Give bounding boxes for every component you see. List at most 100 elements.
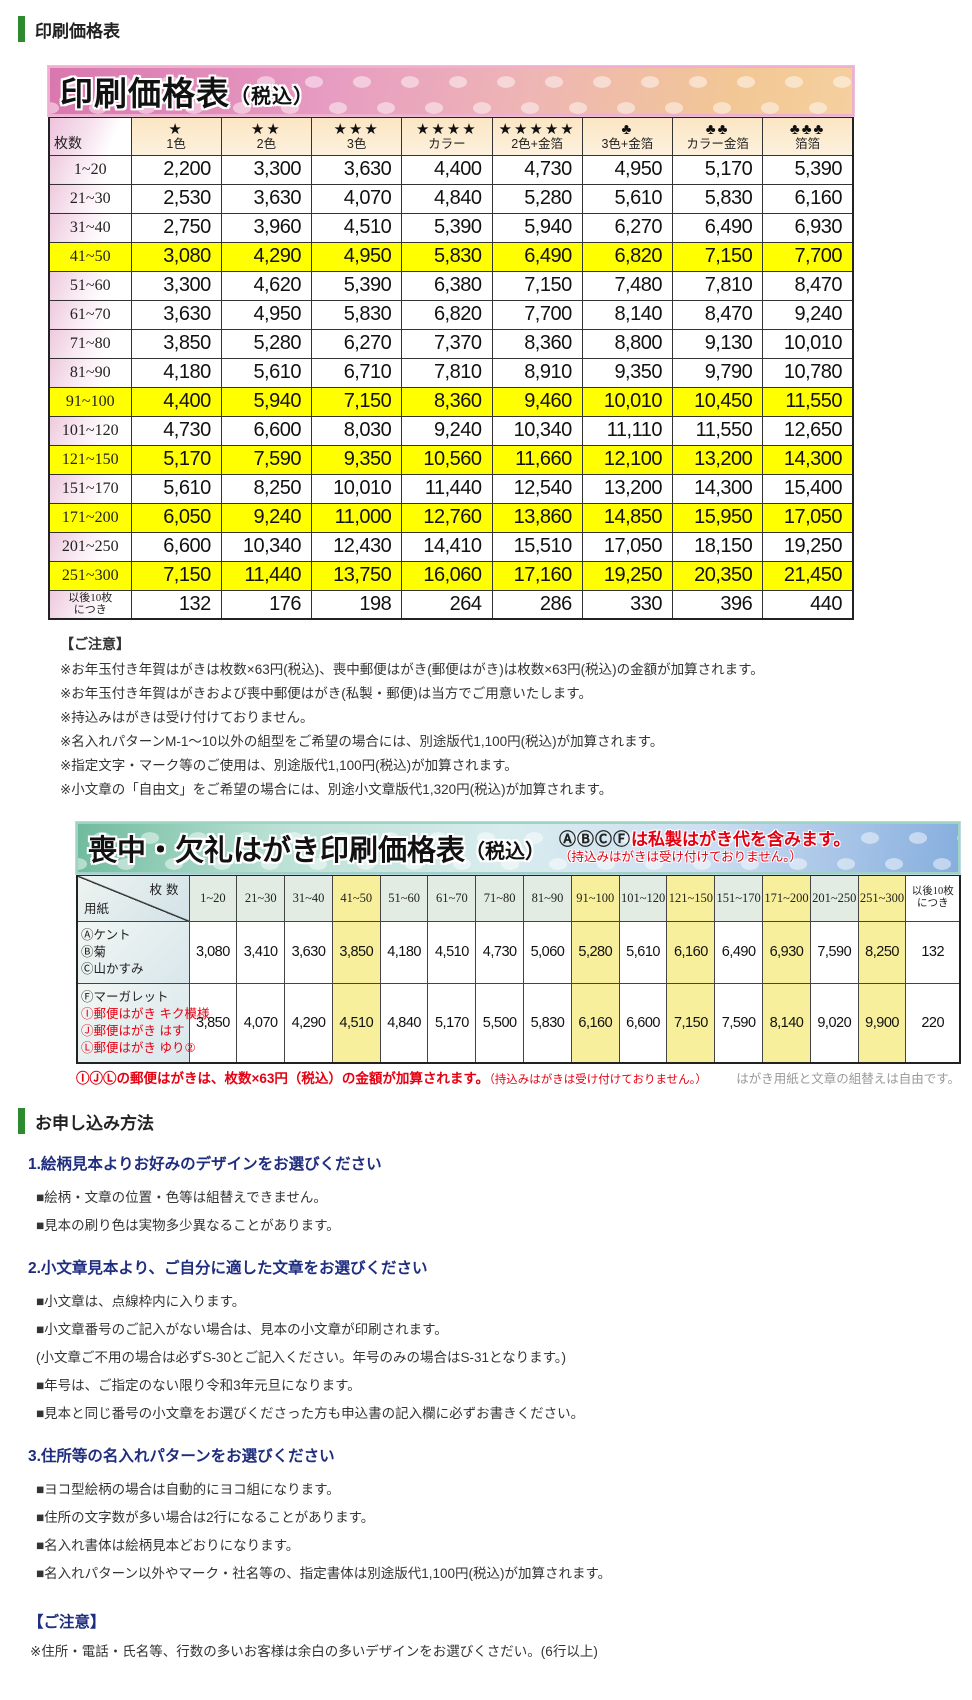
row-label: 201~250	[48, 531, 132, 562]
paper-type-label: Ⓘ郵便はがき キク模様	[81, 1006, 210, 1021]
price-cell: 6,820	[581, 241, 674, 272]
row-label: Ⓕマーガレット Ⓘ郵便はがき キク模様 Ⓙ郵便はがき はす Ⓛ郵便はがき ゆり②	[76, 982, 210, 1064]
price-cell: 176	[220, 589, 313, 620]
price-cell: 7,370	[401, 328, 493, 359]
mourning-note-red-sub: （持込みはがきは受け付けておりません。）	[489, 1074, 707, 1086]
column-symbol: ♣♣	[705, 120, 730, 138]
price-cell: 9,350	[581, 357, 674, 388]
application-title-bar: お申し込み方法	[18, 1106, 972, 1136]
price-cell: 11,000	[310, 502, 403, 533]
price-cell: 6,270	[581, 212, 674, 243]
paper-type-label: Ⓒ山かすみ	[81, 961, 144, 976]
price-cell: 5,940	[220, 386, 313, 417]
price-cell: 5,830	[310, 299, 403, 330]
price-cell: 6,490	[491, 241, 583, 272]
row-label: 251~300	[48, 560, 132, 591]
price-cell: 5,390	[762, 154, 854, 185]
price-cell: 132	[130, 589, 222, 620]
price-cell: 5,830	[401, 241, 493, 272]
price-cell: 8,140	[581, 299, 674, 330]
price-cell: 3,300	[220, 154, 313, 185]
mourning-price-table-head: 枚数 用紙 1~20 21~30 31~40 41~50 51~60 61~70 71~80 81…	[76, 874, 961, 922]
price-cell: 5,610	[581, 183, 674, 214]
price-cell: 10,340	[491, 415, 583, 446]
column-header: ★★ 2色	[220, 116, 313, 156]
mourning-price-table-body: Ⓐケント Ⓑ菊 Ⓒ山かすみ 3,080 3,410 3,630 3,850 4,180 4,51…	[76, 920, 961, 1064]
price-cell: 5,610	[130, 473, 222, 504]
table-row: 81~90 4,180 5,610 6,710 7,810 8,910 9,350 9,790…	[48, 357, 854, 388]
step-item: ■小文章番号のご記入がない場合は、見本の小文章が印刷されます。	[36, 1322, 448, 1337]
column-header: 121~150	[666, 874, 716, 922]
column-header: 21~30	[236, 874, 286, 922]
row-label: 81~90	[48, 357, 132, 388]
price-cell: 6,600	[130, 531, 222, 562]
price-cell: 11,110	[581, 415, 674, 446]
row-label: 71~80	[48, 328, 132, 359]
price-table-banner-title: 印刷価格表（税込）	[60, 68, 314, 114]
step-item: (小文章ご不用の場合は必ずS-30とご記入ください。年号のみの場合はS-31とな…	[36, 1350, 567, 1365]
column-symbol: ★★★★★	[498, 120, 576, 138]
note-line: ※お年玉付き年賀はがきおよび喪中郵便はがき(私製・郵便)は当方でご用意いたします…	[60, 686, 592, 701]
banner2-note: ⒶⒷⒸⒻは私製はがき代を含みます。 （持込みはがきは受け付けておりません。）	[559, 831, 850, 865]
notes-block: 【ご注意】 ※お年玉付き年賀はがきは枚数×63円(税込)、喪中郵便はがき(郵便は…	[60, 634, 972, 802]
step-item: ■年号は、ご指定のない限り令和3年元旦になります。	[36, 1378, 361, 1393]
paper-type-label: Ⓐケント	[81, 927, 131, 942]
price-cell: 5,280	[570, 920, 620, 984]
price-cell: 6,380	[401, 270, 493, 301]
paper-type-label: Ⓕマーガレット	[81, 989, 169, 1004]
row-label: 51~60	[48, 270, 132, 301]
notes-list: ※お年玉付き年賀はがきは枚数×63円(税込)、喪中郵便はがき(郵便はがき)は枚数…	[60, 658, 972, 802]
price-cell: 6,050	[130, 502, 222, 533]
price-cell: 10,010	[581, 386, 674, 417]
price-cell: 10,780	[762, 357, 854, 388]
column-symbol: ★★★★	[415, 120, 478, 138]
price-cell: 8,470	[762, 270, 854, 301]
column-header: 31~40	[284, 874, 333, 922]
price-cell: 14,410	[401, 531, 493, 562]
column-header: ★★★ 3色	[310, 116, 403, 156]
table-row: 201~250 6,600 10,340 12,430 14,410 15,510 17,0…	[48, 531, 854, 562]
price-cell: 12,650	[762, 415, 854, 446]
corner-cell-paper-quantity: 枚数 用紙	[76, 874, 190, 922]
row-label: 151~170	[48, 473, 132, 504]
header-row: 枚数 ★ 1色 ★★ 2色 ★★★ 3色 ★★★★ カラー ★★★★★ 2色+金箔 ♣ 3色+金箔 ♣♣ カ…	[48, 116, 854, 156]
price-cell: 4,730	[130, 415, 222, 446]
column-label: 2色+金箔	[511, 136, 563, 151]
table-row: 121~150 5,170 7,590 9,350 10,560 11,660 12,100…	[48, 444, 854, 475]
note-line: ※お年玉付き年賀はがきは枚数×63円(税込)、喪中郵便はがき(郵便はがき)は枚数…	[60, 662, 764, 677]
corner-cell-quantity: 枚数	[48, 116, 132, 156]
price-cell: 10,010	[762, 328, 854, 359]
mourning-price-banner: 喪中・欠礼はがき印刷価格表（税込） ⒶⒷⒸⒻは私製はがき代を含みます。 （持込み…	[75, 821, 961, 875]
application-notice-text: ※住所・電話・氏名等、行数の多いお客様は余白の多いデザインをお選びくさだい。(6…	[30, 1644, 598, 1659]
price-cell: 7,150	[671, 241, 764, 272]
price-cell: 14,850	[581, 502, 674, 533]
price-cell: 7,150	[310, 386, 403, 417]
column-label: 3色+金箔	[601, 136, 654, 151]
row-label: 31~40	[48, 212, 132, 243]
price-cell: 3,850	[331, 920, 381, 984]
price-cell: 4,950	[310, 241, 403, 272]
price-cell: 5,390	[401, 212, 493, 243]
price-cell: 4,840	[379, 982, 429, 1064]
table-row: 91~100 4,400 5,940 7,150 8,360 9,460 10,010 10,…	[48, 386, 854, 417]
price-cell: 5,060	[523, 920, 572, 984]
mourning-price-table: 枚数 用紙 1~20 21~30 31~40 41~50 51~60 61~70 71~80 81…	[76, 874, 961, 1064]
table-row: 61~70 3,630 4,950 5,830 6,820 7,700 8,140 8,470…	[48, 299, 854, 330]
price-cell: 2,530	[130, 183, 222, 214]
step-heading: 1.絵柄見本よりお好みのデザインをお選びください	[28, 1156, 382, 1173]
price-cell: 198	[310, 589, 403, 620]
price-cell: 4,510	[427, 920, 477, 984]
price-cell: 6,600	[618, 982, 668, 1064]
application-step: 1.絵柄見本よりお好みのデザインをお選びください ■絵柄・文章の位置・色等は組替え…	[28, 1152, 972, 1240]
price-cell: 8,800	[581, 328, 674, 359]
price-cell: 6,600	[220, 415, 313, 446]
price-cell: 3,850	[130, 328, 222, 359]
print-price-table-body: 1~20 2,200 3,300 3,630 4,400 4,730 4,950 5,170 5…	[48, 154, 854, 620]
column-header: 251~300	[857, 874, 907, 922]
price-cell: 15,950	[671, 502, 764, 533]
column-header: 91~100	[570, 874, 620, 922]
price-cell: 7,590	[714, 982, 764, 1064]
row-label: 1~20	[48, 154, 132, 185]
price-cell: 7,700	[762, 241, 854, 272]
banner1-tax-label: （税込）	[230, 86, 314, 108]
